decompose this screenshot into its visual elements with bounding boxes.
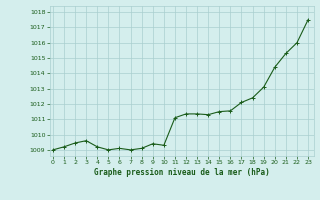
X-axis label: Graphe pression niveau de la mer (hPa): Graphe pression niveau de la mer (hPa) [94, 168, 269, 177]
